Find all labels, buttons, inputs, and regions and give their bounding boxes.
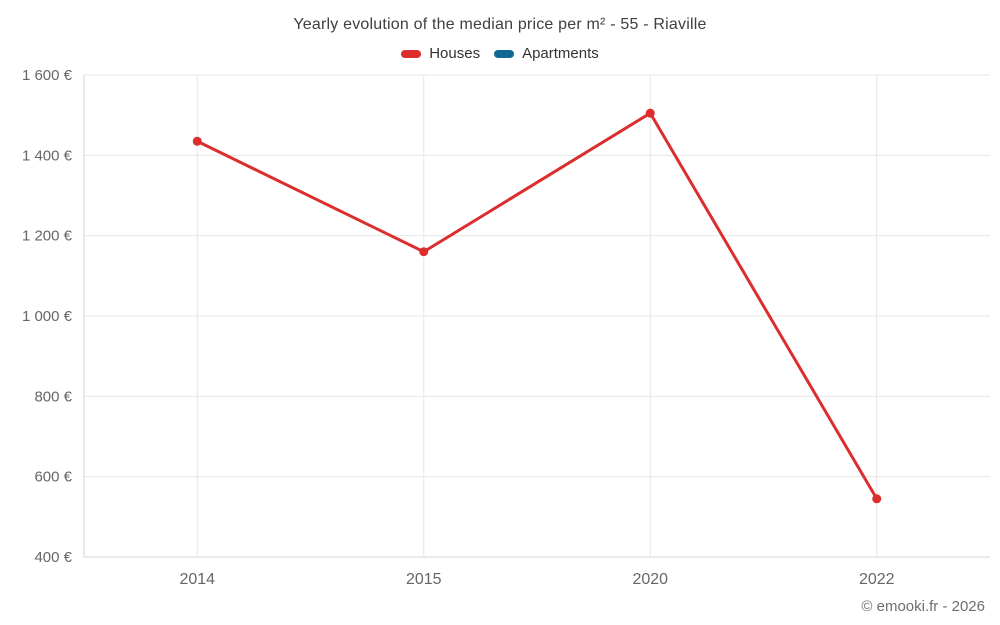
legend-item-apartments[interactable]: Apartments (494, 45, 599, 62)
houses-series-swatch (401, 49, 422, 58)
series-line-houses (195, 111, 879, 501)
legend: Houses Apartments (0, 45, 1000, 62)
legend-item-houses[interactable]: Houses (401, 45, 480, 62)
data-point-houses[interactable] (872, 494, 882, 504)
apartments-series-swatch (494, 49, 515, 58)
y-axis-tick-label: 1 400 € (22, 147, 73, 164)
x-axis-tick-label: 2020 (632, 571, 668, 588)
data-point-houses[interactable] (192, 136, 202, 146)
legend-label-houses: Houses (429, 45, 481, 62)
y-axis-tick-label: 800 € (34, 388, 72, 405)
y-axis-tick-label: 1 000 € (22, 308, 73, 325)
y-axis-tick-label: 400 € (34, 549, 72, 566)
x-axis-tick-label: 2022 (859, 571, 895, 588)
x-axis-tick-label: 2014 (179, 571, 215, 588)
x-axis-tick-label: 2015 (406, 571, 442, 588)
data-point-houses[interactable] (419, 247, 429, 257)
y-axis-tick-label: 600 € (34, 469, 72, 486)
y-axis-tick-label: 1 200 € (22, 228, 73, 245)
legend-label-apartments: Apartments (522, 45, 599, 62)
chart-title: Yearly evolution of the median price per… (293, 16, 707, 33)
data-point-houses[interactable] (645, 108, 655, 118)
y-axis-tick-label: 1 600 € (22, 67, 73, 84)
copyright-credit: © emooki.fr - 2026 (861, 598, 985, 615)
